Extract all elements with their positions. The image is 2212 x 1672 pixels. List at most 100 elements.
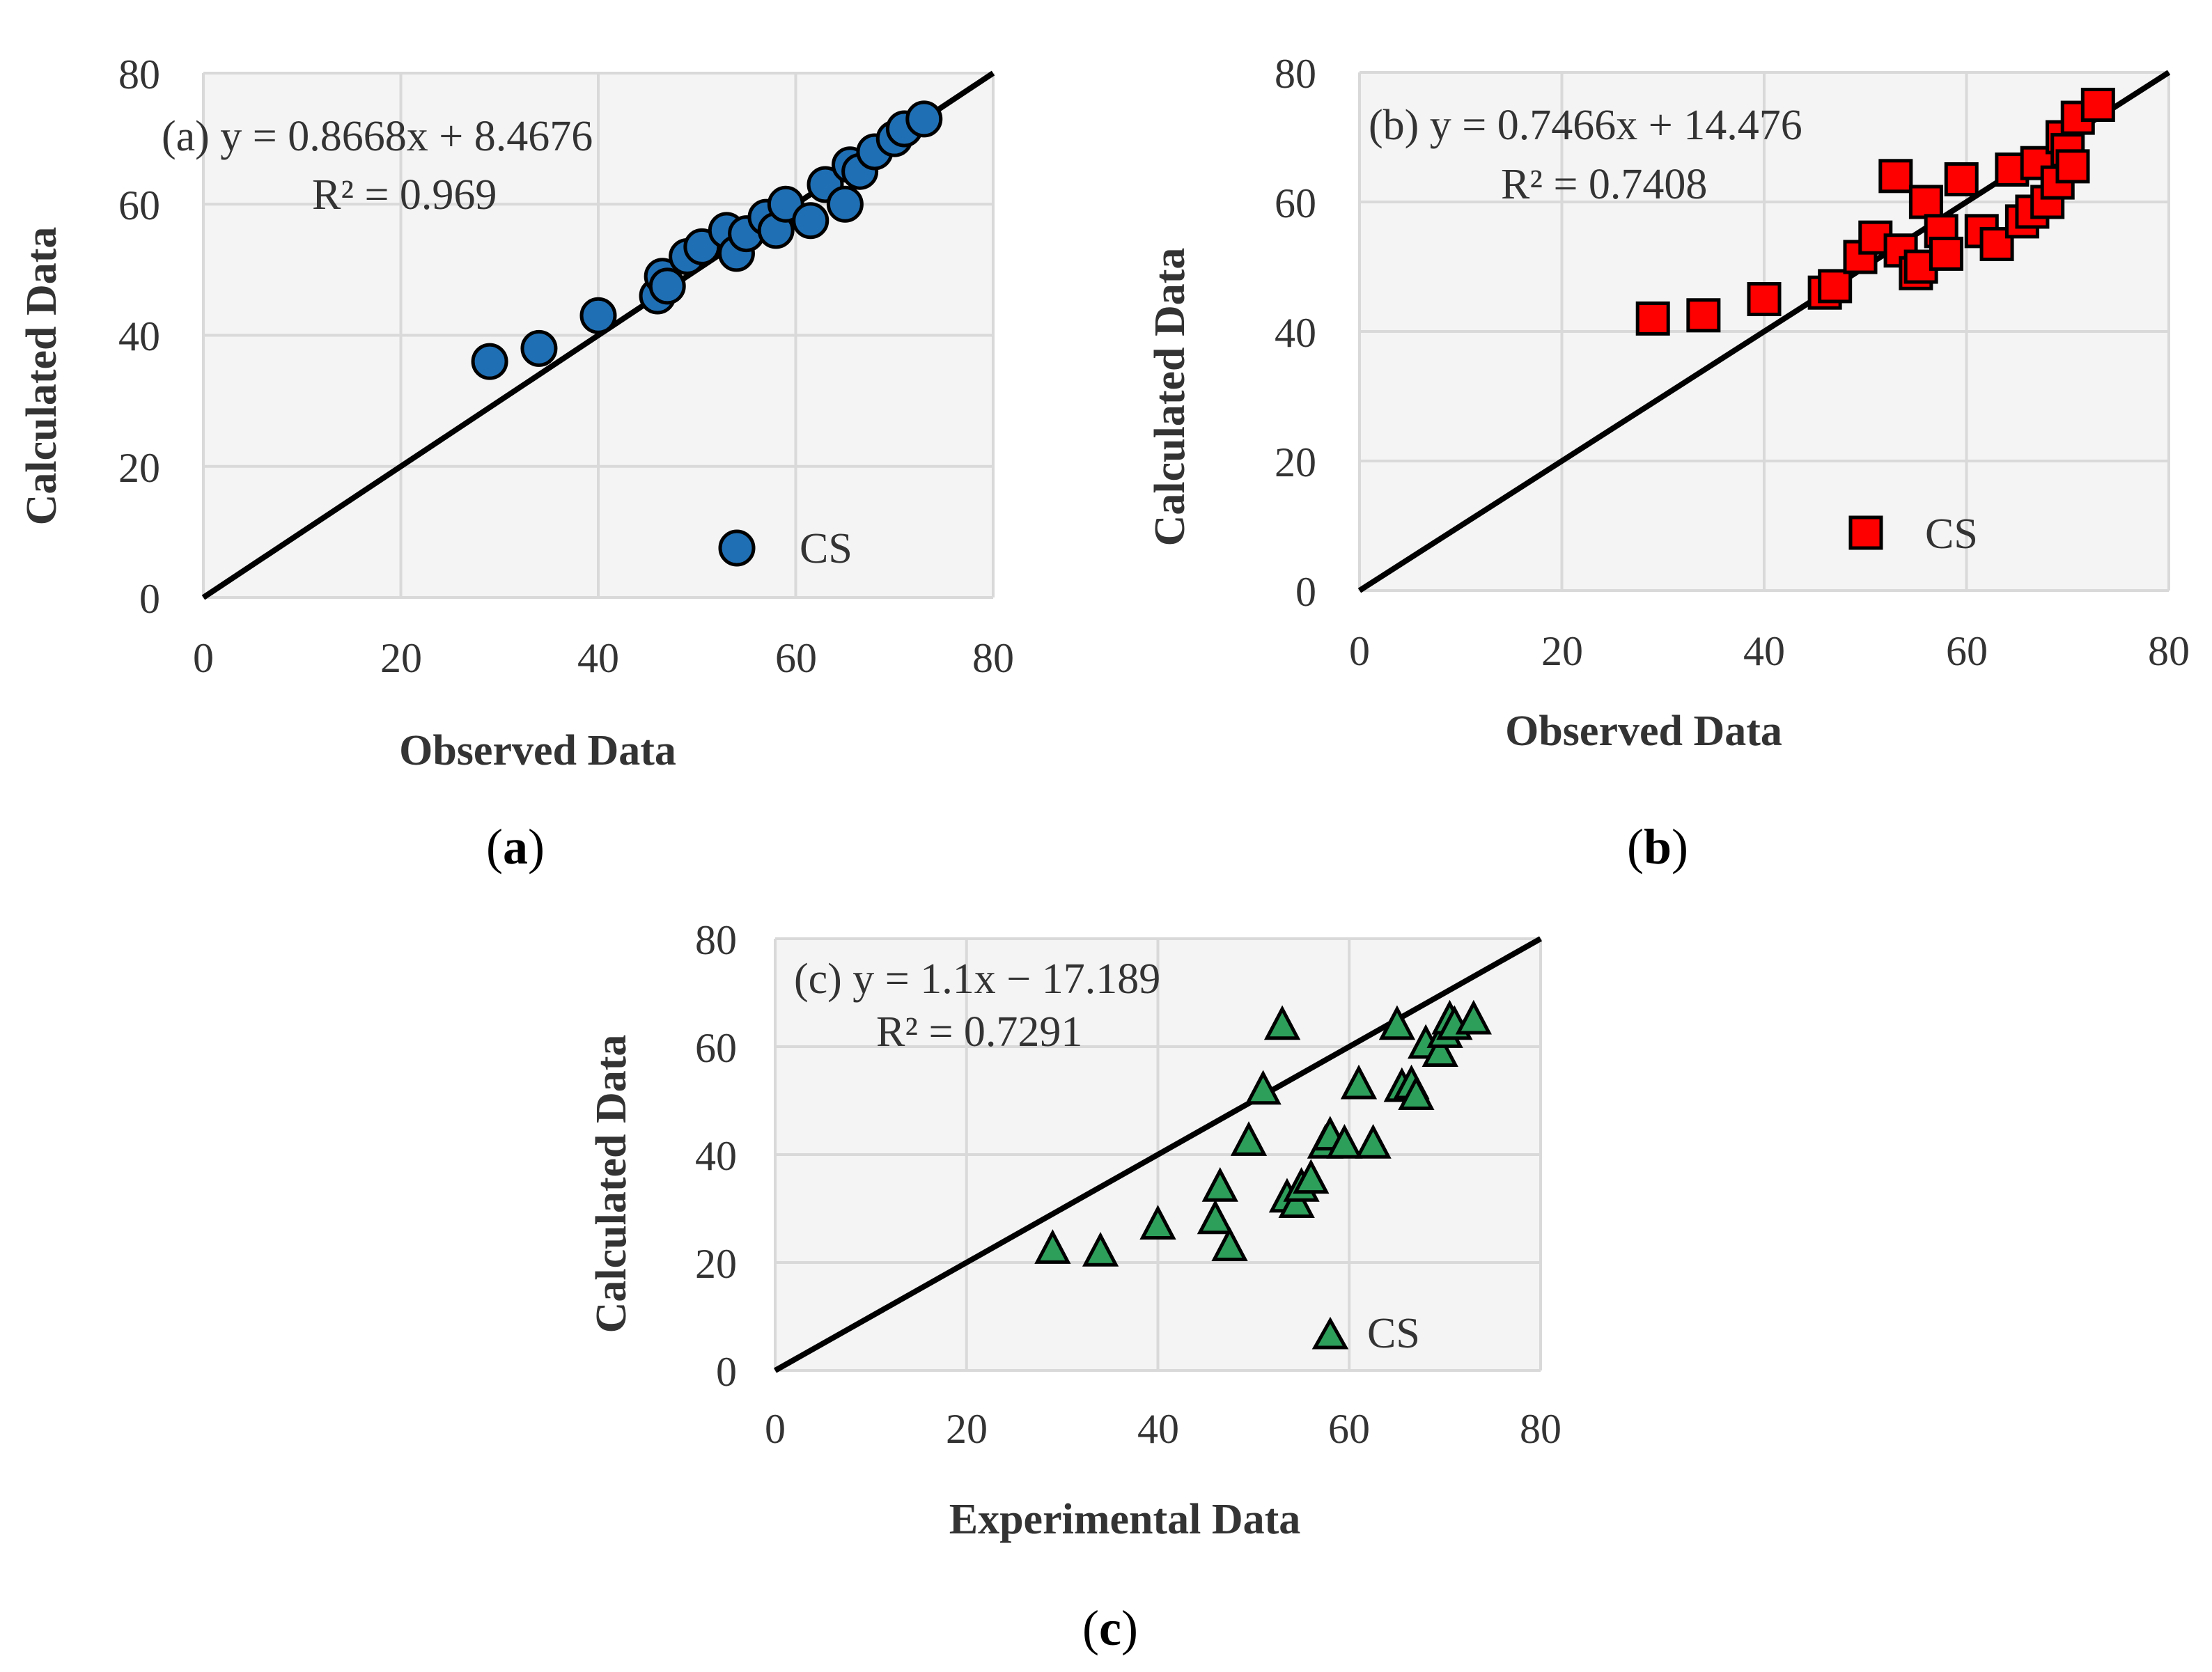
panel-a-point-22 [905,100,943,138]
panel-c-point-5 [1211,1226,1248,1261]
panel-a-point-1 [520,329,558,367]
panel-c-ytick-80: 80 [695,917,737,963]
panel-b-legend: CS [1848,510,1978,558]
panel-a-legend: CS [718,525,852,572]
panel-b-equation: (b) y = 0.7466x + 14.476 [1369,102,1802,149]
panel-c-point-27 [1455,999,1492,1035]
panel-c-ytick-60: 60 [695,1025,737,1071]
panel-c-point-8 [1263,1005,1301,1040]
panel-b-point-25 [2055,149,2090,184]
panel-a-point-16 [826,185,864,223]
panel-c-point-0 [1034,1229,1071,1264]
panel-a-ytick-40: 40 [118,313,160,359]
panel-b-point-27 [2080,88,2115,122]
panel-c-point-21 [1398,1075,1435,1110]
panel-c-caption: (c) [1082,1600,1138,1656]
panel-a-point-5 [648,267,686,305]
panel-b-xtick-60: 60 [1946,628,1988,674]
panel-c-legend-label: CS [1367,1310,1420,1357]
panel-a: Calculated Data 0 20 40 60 80 0 20 40 60… [18,52,1014,875]
panel-b-ytick-60: 60 [1275,180,1316,226]
panel-b-ylabel: Calculated Data [1146,248,1194,547]
panel-a-ylabel: Calculated Data [18,227,65,526]
panel-a-ytick-60: 60 [118,182,160,228]
panel-c-point-2 [1139,1205,1176,1240]
panel-c-legend: CS [1311,1310,1420,1357]
panel-a-legend-label: CS [800,525,852,572]
panel-c-point-23 [1422,1032,1458,1067]
panel-c-point-17 [1355,1124,1392,1159]
panel-c: Calculated Data 0 20 40 60 80 0 20 40 60… [588,917,1561,1656]
panel-b-legend-marker [1848,515,1883,550]
panel-b-point-13 [1929,236,1963,271]
panel-c-xtick-80: 80 [1520,1406,1561,1452]
panel-b-point-2 [1747,282,1782,316]
panel-c-xlabel: Experimental Data [949,1496,1301,1543]
panel-c-r2: R² = 0.7291 [876,1008,1082,1056]
panel-c-xtick-60: 60 [1328,1406,1370,1452]
panel-a-xtick-60: 60 [775,635,817,681]
panel-c-legend-marker [1311,1316,1349,1350]
panel-b-xtick-20: 20 [1541,628,1583,674]
panel-b-point-0 [1635,301,1670,336]
panel-b-caption: (b) [1627,819,1688,875]
panel-b-xtick-80: 80 [2148,628,2190,674]
panel-c-point-18 [1378,1005,1416,1040]
panel-c-ytick-20: 20 [695,1241,737,1287]
panel-b-point-7 [1878,159,1913,194]
panel-a-r2: R² = 0.969 [312,171,497,219]
panel-a-point-0 [471,343,508,380]
panel-a-caption: (a) [486,819,545,875]
panel-b-xlabel: Observed Data [1505,708,1782,755]
panel-a-ytick-20: 20 [118,445,160,491]
panel-c-equation: (c) y = 1.1x − 17.189 [794,955,1160,1003]
panel-a-point-2 [579,297,617,334]
panel-c-xtick-0: 0 [765,1406,786,1452]
panel-a-xtick-0: 0 [193,635,214,681]
panel-a-ytick-0: 0 [139,576,160,622]
panel-c-points [1034,999,1492,1267]
panel-b-point-4 [1818,269,1853,304]
panel-b-ytick-40: 40 [1275,310,1316,356]
panel-a-legend-marker [718,529,756,567]
panel-a-equation: (a) y = 0.8668x + 8.4676 [162,113,593,160]
panel-c-ticks: 0 20 40 60 80 0 20 40 60 80 [695,917,1561,1452]
panel-c-point-6 [1230,1121,1268,1156]
panel-a-xtick-40: 40 [577,635,619,681]
panel-a-xlabel: Observed Data [399,727,676,774]
panel-b-point-1 [1686,298,1721,333]
panel-b-ytick-0: 0 [1295,569,1316,615]
panel-c-ytick-0: 0 [716,1349,737,1395]
panel-b: Calculated Data 0 20 40 60 80 0 20 40 60… [1146,51,2190,875]
panel-a-xtick-20: 20 [380,635,422,681]
panel-c-point-12 [1293,1159,1330,1194]
panel-c-point-4 [1201,1167,1238,1202]
panel-c-ytick-40: 40 [695,1133,737,1179]
panel-b-point-11 [1908,185,1943,219]
panel-b-xtick-40: 40 [1743,628,1785,674]
panel-b-r2: R² = 0.7408 [1501,161,1707,208]
panel-c-point-7 [1245,1070,1282,1105]
panel-b-xtick-0: 0 [1349,628,1370,674]
panel-c-reference-line [774,936,1542,1373]
panel-c-point-15 [1326,1124,1363,1159]
panel-c-line [774,936,1542,1373]
panel-c-point-16 [1340,1064,1378,1100]
panel-c-point-3 [1197,1199,1234,1235]
panel-b-ticks: 0 20 40 60 80 0 20 40 60 80 [1275,51,2190,674]
panel-b-ytick-20: 20 [1275,439,1316,485]
panel-c-xtick-40: 40 [1137,1406,1179,1452]
panel-a-xtick-80: 80 [972,635,1014,681]
panel-c-xtick-20: 20 [946,1406,988,1452]
panel-b-ytick-80: 80 [1275,51,1316,97]
panel-b-legend-label: CS [1925,510,1978,558]
panel-a-ticks: 0 20 40 60 80 0 20 40 60 80 [118,52,1014,681]
panel-a-ytick-80: 80 [118,52,160,97]
panel-c-ylabel: Calculated Data [588,1035,635,1334]
panel-b-points [1635,88,2115,336]
panel-c-point-1 [1082,1232,1119,1267]
panel-a-point-14 [792,202,830,240]
panel-b-point-14 [1944,162,1979,196]
panel-a-points [471,100,943,380]
